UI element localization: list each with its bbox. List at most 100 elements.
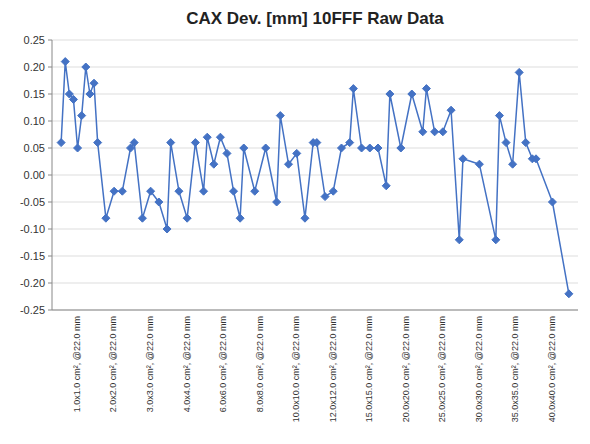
tick-mark — [48, 94, 52, 95]
tick-mark — [48, 40, 52, 41]
tick-mark — [48, 67, 52, 68]
tick-label: -0.05 — [20, 196, 45, 208]
grid-line — [52, 310, 578, 311]
marker — [130, 139, 138, 147]
marker — [163, 225, 171, 233]
tick-mark — [48, 283, 52, 284]
marker — [273, 198, 281, 206]
category-label: 3.0x3.0 cm², @22.0 mm — [145, 316, 155, 412]
tick-label: -0.25 — [20, 304, 45, 316]
tick-mark — [48, 121, 52, 122]
marker — [82, 63, 90, 71]
marker — [74, 144, 82, 152]
marker — [210, 160, 218, 168]
axis-line — [52, 40, 53, 310]
marker — [349, 85, 357, 93]
marker — [94, 139, 102, 147]
marker — [374, 144, 382, 152]
marker — [240, 144, 248, 152]
marker — [422, 85, 430, 93]
grid-line — [52, 229, 578, 230]
category-label: 15.0x15.0 cm², @22.0 mm — [364, 316, 374, 422]
marker — [69, 95, 77, 103]
tick-label: 0.20 — [24, 61, 45, 73]
marker — [285, 160, 293, 168]
marker — [565, 290, 573, 298]
tick-label: -0.20 — [20, 277, 45, 289]
marker — [276, 112, 284, 120]
category-label: 30.0x30.0 cm², @22.0 mm — [474, 316, 484, 422]
category-label: 12.0x12.0 cm², @22.0 mm — [328, 316, 338, 422]
marker — [102, 214, 110, 222]
marker — [502, 139, 510, 147]
category-label: 2.0x2.0 cm², @22.0 mm — [108, 316, 118, 412]
grid-line — [52, 256, 578, 257]
marker — [386, 90, 394, 98]
marker — [515, 68, 523, 76]
category-label: 6.0x6.0 cm², @22.0 mm — [218, 316, 228, 412]
tick-label: 0.15 — [24, 88, 45, 100]
marker — [495, 112, 503, 120]
tick-label: 0.05 — [24, 142, 45, 154]
x-axis: 1.0x1.0 cm², @22.0 mm 2.0x2.0 cm², @22.0 … — [72, 316, 557, 422]
marker — [329, 187, 337, 195]
marker — [251, 187, 259, 195]
marker — [216, 133, 224, 141]
marker — [313, 139, 321, 147]
category-label: 35.0x35.0 cm², @22.0 mm — [510, 316, 520, 422]
marker — [337, 144, 345, 152]
marker — [447, 106, 455, 114]
marker — [492, 236, 500, 244]
marker — [522, 139, 530, 147]
marker — [431, 128, 439, 136]
title: CAX Dev. [mm] 10FFF Raw Data — [186, 9, 444, 28]
tick-mark — [48, 148, 52, 149]
marker — [358, 144, 366, 152]
tick-mark — [48, 310, 52, 311]
grid-line — [52, 40, 578, 41]
marker — [167, 139, 175, 147]
marker — [175, 187, 183, 195]
marker — [118, 187, 126, 195]
marker — [439, 128, 447, 136]
marker — [90, 79, 98, 87]
marker — [301, 214, 309, 222]
category-label: 40.0x40.0 cm², @22.0 mm — [547, 316, 557, 422]
grid-line — [52, 94, 578, 95]
marker — [532, 155, 540, 163]
line — [61, 62, 569, 294]
grid-line — [52, 67, 578, 68]
category-label: 20.0x20.0 cm², @22.0 mm — [401, 316, 411, 422]
marker — [262, 144, 270, 152]
category-label: 8.0x8.0 cm², @22.0 mm — [255, 316, 265, 412]
marker — [321, 193, 329, 201]
marker — [475, 160, 483, 168]
category-label: 1.0x1.0 cm², @22.0 mm — [72, 316, 82, 412]
tick-label: 0.00 — [24, 169, 45, 181]
marker — [293, 149, 301, 157]
marker — [110, 187, 118, 195]
marker — [57, 139, 65, 147]
marker — [183, 214, 191, 222]
marker — [397, 144, 405, 152]
category-label: 25.0x25.0 cm², @22.0 mm — [437, 316, 447, 422]
tick-label: -0.15 — [20, 250, 45, 262]
marker — [408, 90, 416, 98]
grid-line — [52, 202, 578, 203]
grid-line — [52, 283, 578, 284]
marker — [147, 187, 155, 195]
marker — [223, 149, 231, 157]
marker — [200, 187, 208, 195]
marker — [366, 144, 374, 152]
marker — [191, 139, 199, 147]
marker — [230, 187, 238, 195]
tick-mark — [48, 202, 52, 203]
marker — [419, 128, 427, 136]
marker — [86, 90, 94, 98]
chart: -0.25-0.20-0.15-0.10-0.050.000.050.100.1… — [0, 0, 590, 444]
marker — [455, 236, 463, 244]
grid-line — [52, 175, 578, 176]
category-label: 10.0x10.0 cm², @22.0 mm — [291, 316, 301, 422]
axis-line — [52, 310, 578, 311]
plot-area — [57, 58, 573, 298]
